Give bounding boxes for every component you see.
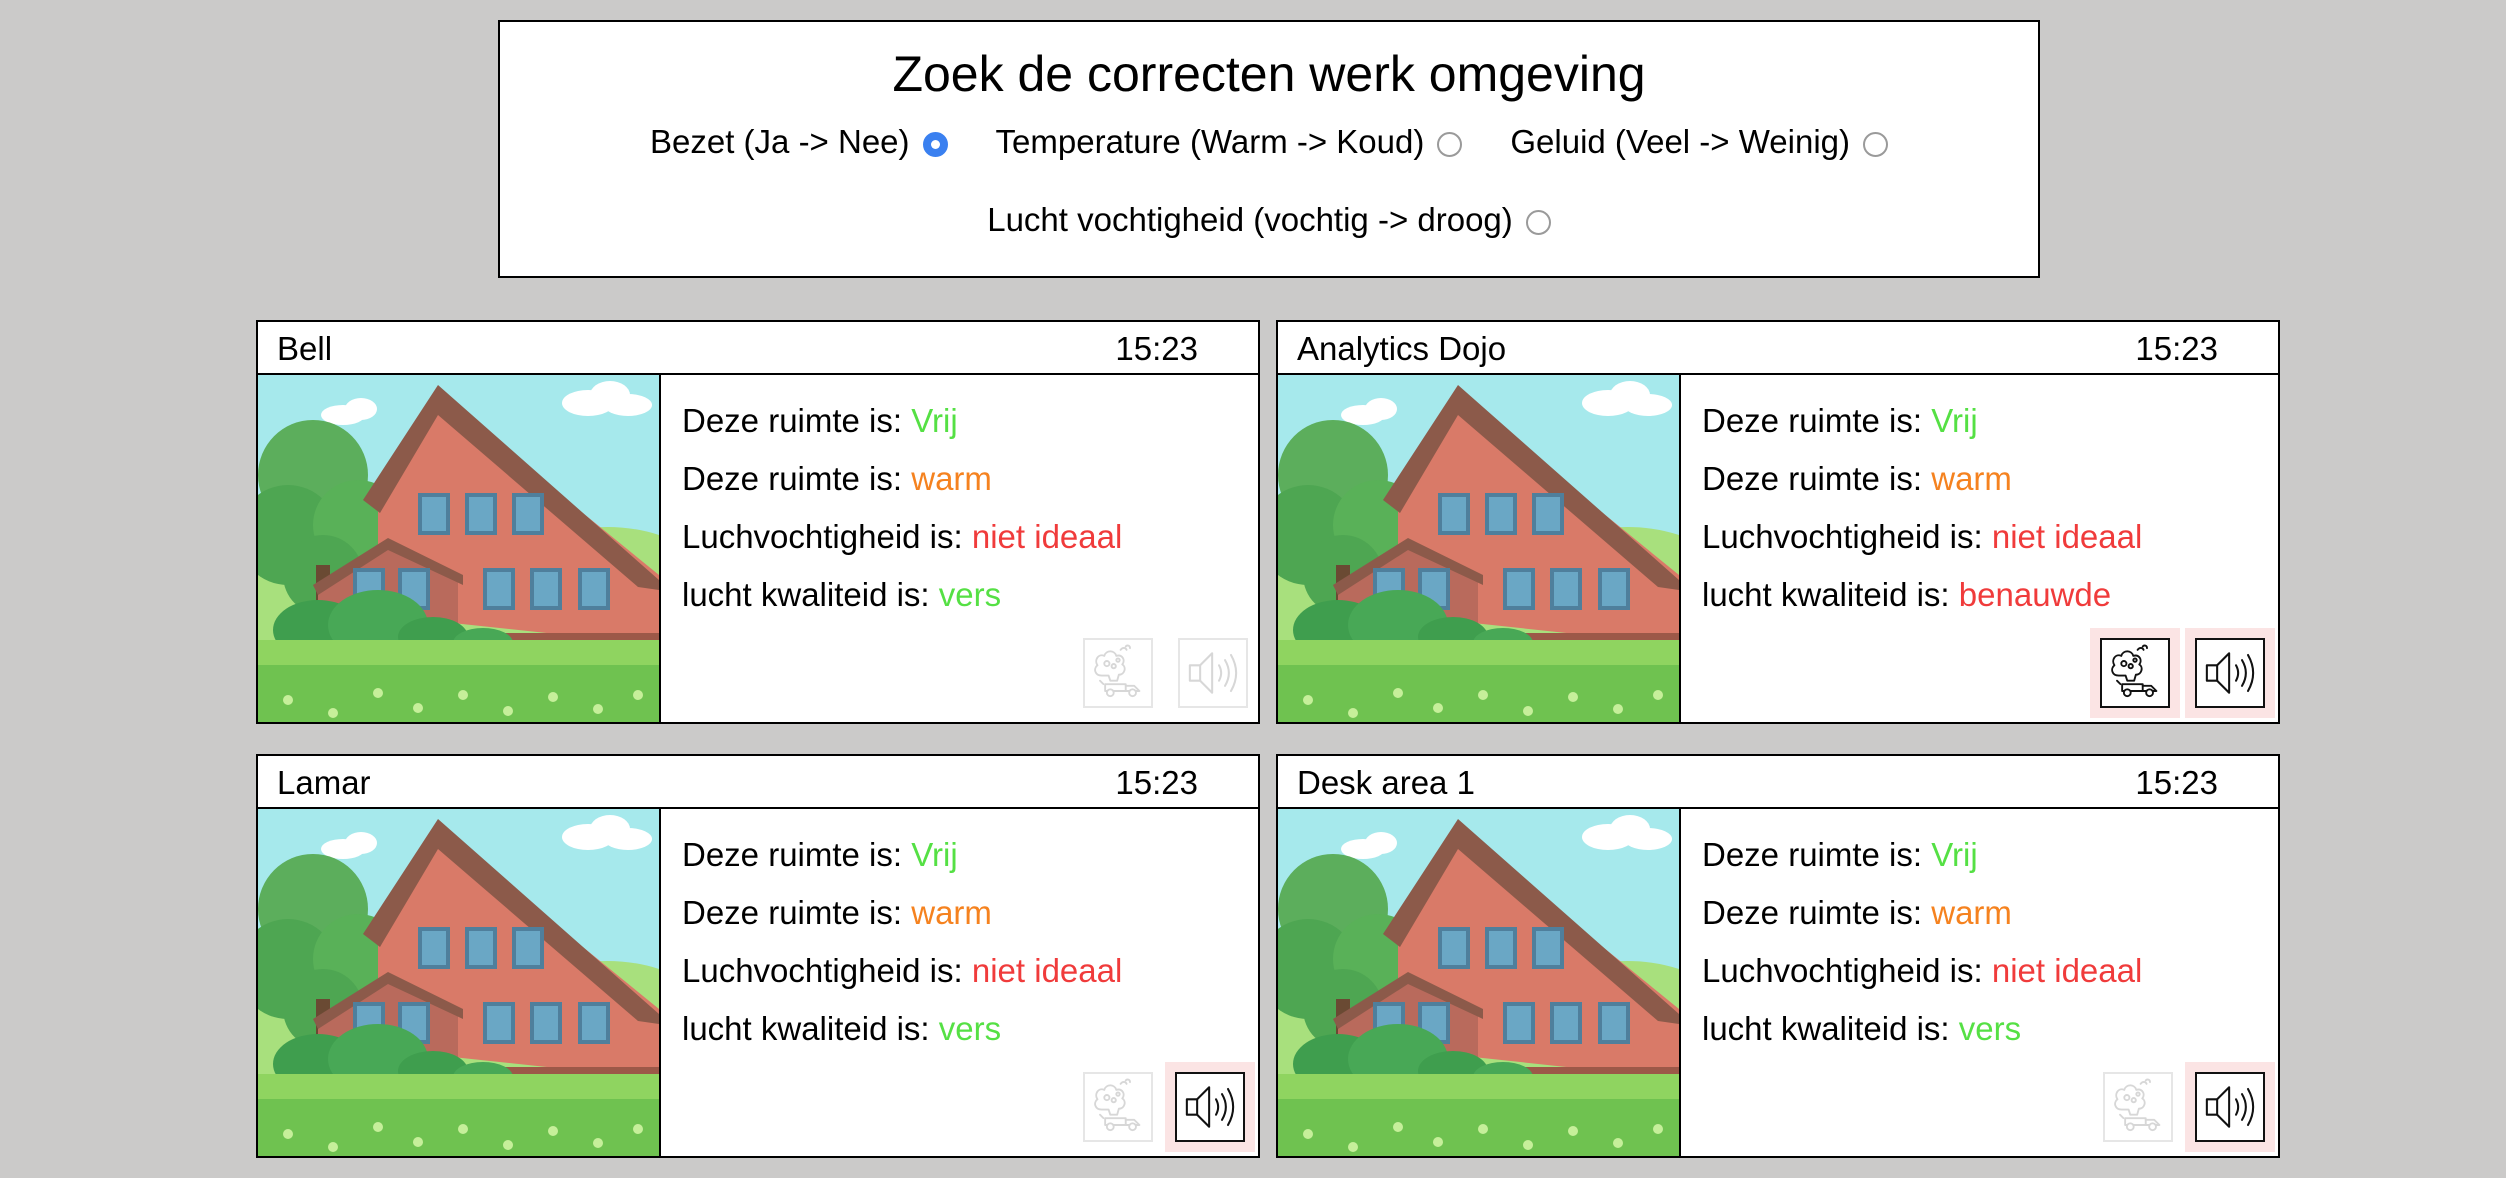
air-quality-label: lucht kwaliteid is:: [1702, 1010, 1950, 1047]
radio-lucht-vochtigheid[interactable]: [1525, 209, 1551, 235]
temperature-label: Deze ruimte is:: [1702, 894, 1923, 931]
filter-option-label: Geluid (Veel -> Weinig): [1510, 123, 1850, 160]
filter-option-label: Bezet (Ja -> Nee): [650, 123, 910, 160]
occupancy-value: Vrij: [911, 402, 958, 439]
humidity-label: Luchvochtigheid is:: [1702, 518, 1983, 555]
room-name: Bell: [277, 330, 333, 367]
air-quality-value: vers: [938, 1010, 1002, 1047]
room-name: Analytics Dojo: [1297, 330, 1507, 367]
air-quality-label: lucht kwaliteid is:: [682, 576, 930, 613]
temperature-label: Deze ruimte is:: [1702, 460, 1923, 497]
radio-temperature[interactable]: [1437, 131, 1463, 157]
air-quality-label: lucht kwaliteid is:: [682, 1010, 930, 1047]
humidity-label: Luchvochtigheid is:: [682, 952, 963, 989]
room-name: Desk area 1: [1297, 764, 1475, 801]
occupancy-label: Deze ruimte is:: [1702, 836, 1923, 873]
room-card-analytics-dojo: Analytics Dojo 15:23 Deze ruimte is: Vri…: [1276, 320, 2280, 724]
filter-option-geluid[interactable]: Geluid (Veel -> Weinig): [1510, 122, 1888, 162]
filter-option-label: Temperature (Warm -> Koud): [995, 123, 1425, 160]
house-illustration-icon: [258, 375, 661, 722]
speaker-volume-icon: [2200, 1077, 2260, 1137]
temperature-label: Deze ruimte is:: [682, 894, 903, 931]
room-card-bell: Bell 15:23 Deze ruimte is: Vrij Deze rui…: [256, 320, 1260, 724]
radio-geluid[interactable]: [1863, 131, 1888, 157]
humidity-value: niet ideaal: [1991, 518, 2143, 555]
room-card-lamar: Lamar 15:23 Deze ruimte is: Vrij Deze ru…: [256, 754, 1260, 1158]
air-pollution-icon: [2108, 1077, 2168, 1137]
occupancy-value: Vrij: [1931, 836, 1978, 873]
page-title: Zoek de correcten werk omgeving: [892, 46, 1646, 102]
filter-option-bezet[interactable]: Bezet (Ja -> Nee): [650, 122, 948, 162]
temperature-value: warm: [1931, 894, 2012, 931]
room-info: Deze ruimte is: Vrij Deze ruimte is: war…: [682, 826, 1122, 1058]
filter-option-lucht-vochtigheid[interactable]: Lucht vochtigheid (vochtig -> droog): [987, 200, 1551, 240]
speaker-volume-icon: [1180, 1077, 1240, 1137]
humidity-value: niet ideaal: [971, 952, 1123, 989]
room-time: 15:23: [2135, 330, 2218, 367]
humidity-label: Luchvochtigheid is:: [1702, 952, 1983, 989]
air-alert-button[interactable]: [2093, 1062, 2183, 1152]
occupancy-value: Vrij: [911, 836, 958, 873]
card-header: Desk area 1 15:23: [1278, 756, 2278, 809]
temperature-value: warm: [1931, 460, 2012, 497]
air-alert-button[interactable]: [1073, 628, 1163, 718]
air-pollution-icon: [2105, 643, 2165, 703]
speaker-volume-icon: [2200, 643, 2260, 703]
air-alert-button[interactable]: [2090, 628, 2180, 718]
filter-options-row-1: Bezet (Ja -> Nee) Temperature (Warm -> K…: [500, 122, 2038, 162]
occupancy-label: Deze ruimte is:: [682, 402, 903, 439]
room-name: Lamar: [277, 764, 371, 801]
temperature-label: Deze ruimte is:: [682, 460, 903, 497]
room-time: 15:23: [1115, 330, 1198, 367]
room-card-desk-area-1: Desk area 1 15:23 Deze ruimte is: Vrij D…: [1276, 754, 2280, 1158]
air-alert-button[interactable]: [1073, 1062, 1163, 1152]
humidity-value: niet ideaal: [971, 518, 1123, 555]
filter-options-row-2: Lucht vochtigheid (vochtig -> droog): [500, 200, 2038, 240]
room-info: Deze ruimte is: Vrij Deze ruimte is: war…: [682, 392, 1122, 624]
temperature-value: warm: [911, 894, 992, 931]
room-info: Deze ruimte is: Vrij Deze ruimte is: war…: [1702, 392, 2142, 624]
room-time: 15:23: [2135, 764, 2218, 801]
radio-bezet[interactable]: [922, 131, 948, 157]
house-illustration-icon: [1278, 809, 1681, 1156]
card-header: Analytics Dojo 15:23: [1278, 322, 2278, 375]
occupancy-label: Deze ruimte is:: [682, 836, 903, 873]
card-header: Lamar 15:23: [258, 756, 1258, 809]
air-quality-label: lucht kwaliteid is:: [1702, 576, 1950, 613]
humidity-label: Luchvochtigheid is:: [682, 518, 963, 555]
sound-alert-button[interactable]: [1168, 628, 1258, 718]
air-quality-value: vers: [1958, 1010, 2022, 1047]
card-header: Bell 15:23: [258, 322, 1258, 375]
air-quality-value: benauwde: [1958, 576, 2112, 613]
room-time: 15:23: [1115, 764, 1198, 801]
air-pollution-icon: [1088, 1077, 1148, 1137]
air-pollution-icon: [1088, 643, 1148, 703]
house-illustration-icon: [258, 809, 661, 1156]
filter-panel: Zoek de correcten werk omgeving Bezet (J…: [498, 20, 2040, 278]
room-info: Deze ruimte is: Vrij Deze ruimte is: war…: [1702, 826, 2142, 1058]
temperature-value: warm: [911, 460, 992, 497]
filter-option-label: Lucht vochtigheid (vochtig -> droog): [987, 201, 1513, 238]
sound-alert-button[interactable]: [2185, 628, 2275, 718]
filter-option-temperature[interactable]: Temperature (Warm -> Koud): [996, 122, 1463, 162]
sound-alert-button[interactable]: [1165, 1062, 1255, 1152]
occupancy-label: Deze ruimte is:: [1702, 402, 1923, 439]
humidity-value: niet ideaal: [1991, 952, 2143, 989]
speaker-volume-icon: [1183, 643, 1243, 703]
occupancy-value: Vrij: [1931, 402, 1978, 439]
house-illustration-icon: [1278, 375, 1681, 722]
air-quality-value: vers: [938, 576, 1002, 613]
sound-alert-button[interactable]: [2185, 1062, 2275, 1152]
